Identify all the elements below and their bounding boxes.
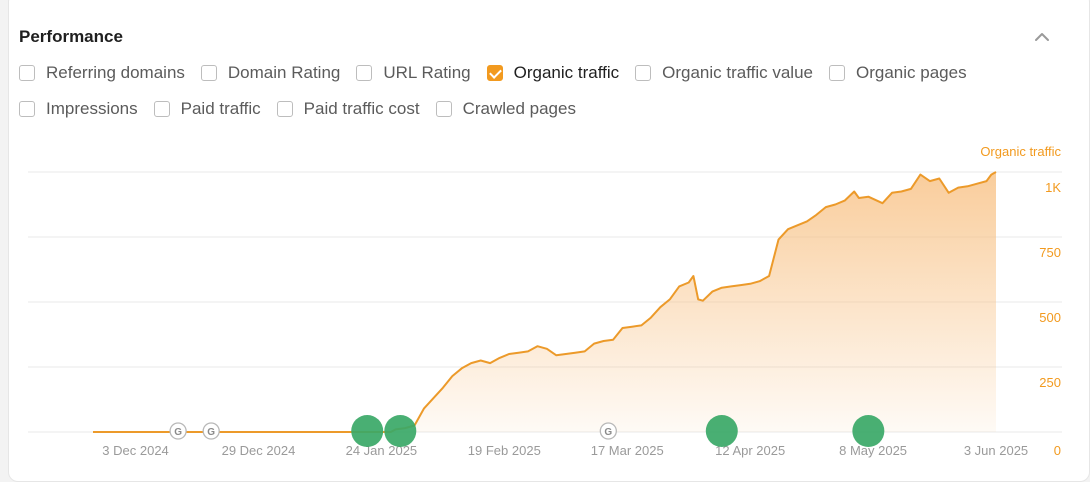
metric-label: Paid traffic [180, 99, 261, 118]
metric-label: Paid traffic cost [303, 99, 420, 118]
event-marker[interactable] [384, 415, 417, 447]
checkbox[interactable] [486, 65, 503, 81]
metric-toggle-domain-rating[interactable]: Domain Rating [200, 63, 341, 83]
metric-toggle-organic-traffic[interactable]: Organic traffic [486, 63, 620, 83]
y-tick-label: 250 [1039, 375, 1061, 390]
event-marker[interactable] [705, 415, 738, 447]
x-tick-label: 12 Apr 2025 [715, 443, 785, 458]
metric-label: Impressions [46, 99, 138, 118]
x-tick-label: 29 Dec 2024 [222, 443, 296, 458]
google-icon: G [207, 427, 215, 438]
x-tick-label: 3 Jun 2025 [964, 443, 1028, 458]
metric-toggle-paid-traffic[interactable]: Paid traffic [153, 99, 261, 119]
y-tick-label: 500 [1039, 310, 1061, 325]
checkbox[interactable] [829, 65, 845, 81]
metric-toggle-paid-traffic-cost[interactable]: Paid traffic cost [276, 99, 420, 119]
checkbox[interactable] [153, 101, 170, 117]
y-axis-title: Organic traffic [980, 144, 1061, 159]
metric-toggle-organic-pages[interactable]: Organic pages [829, 63, 967, 83]
checkbox[interactable] [435, 101, 452, 117]
y-tick-label: 750 [1039, 245, 1061, 260]
x-tick-label: 17 Mar 2025 [591, 443, 664, 458]
event-marker[interactable] [351, 415, 384, 447]
metric-toggle-row: Impressions Paid traffic Paid traffic cost… [19, 99, 592, 119]
checkbox[interactable] [19, 65, 35, 81]
metric-label: Organic traffic value [662, 63, 813, 82]
metric-label: Crawled pages [462, 99, 576, 118]
y-tick-label: 1K [1045, 180, 1061, 195]
google-icon: G [604, 427, 612, 438]
checkbox[interactable] [635, 65, 652, 81]
series-area-organic-traffic [390, 172, 996, 432]
google-icon: G [174, 427, 182, 438]
google-update-marker[interactable] [169, 422, 187, 440]
checkbox[interactable] [356, 65, 373, 81]
section-title: Performance [19, 27, 123, 46]
y-tick-label: 0 [1054, 443, 1061, 458]
metric-label: Organic pages [856, 63, 967, 82]
metric-toggle-organic-traffic-value[interactable]: Organic traffic value [635, 63, 813, 83]
x-tick-label: 3 Dec 2024 [102, 443, 169, 458]
google-update-marker[interactable] [599, 422, 617, 440]
event-marker[interactable] [852, 415, 885, 447]
chevron-up-icon[interactable] [1032, 27, 1052, 47]
metric-toggle-impressions[interactable]: Impressions [19, 99, 138, 119]
metric-toggle-url-rating[interactable]: URL Rating [356, 63, 471, 83]
checkbox[interactable] [19, 101, 35, 117]
metric-label: Referring domains [46, 63, 185, 82]
metric-label: URL Rating [383, 63, 471, 82]
metric-label: Domain Rating [227, 63, 341, 82]
performance-chart: Organic traffic 0 250 500 750 1K 3 Dec 2024 29 … [28, 144, 1062, 458]
metric-toggle-referring-domains[interactable]: Referring domains [19, 63, 185, 83]
x-tick-label: 19 Feb 2025 [468, 443, 541, 458]
metric-toggle-row: Referring domains Domain Rating URL Rating… [19, 63, 983, 83]
x-tick-label: 8 May 2025 [839, 443, 907, 458]
google-update-marker[interactable] [202, 422, 220, 440]
metric-toggle-crawled-pages[interactable]: Crawled pages [435, 99, 576, 119]
checkbox[interactable] [200, 65, 217, 81]
series-line-organic-traffic [93, 171, 997, 433]
checkbox[interactable] [276, 101, 293, 117]
metric-label: Organic traffic [513, 63, 620, 82]
